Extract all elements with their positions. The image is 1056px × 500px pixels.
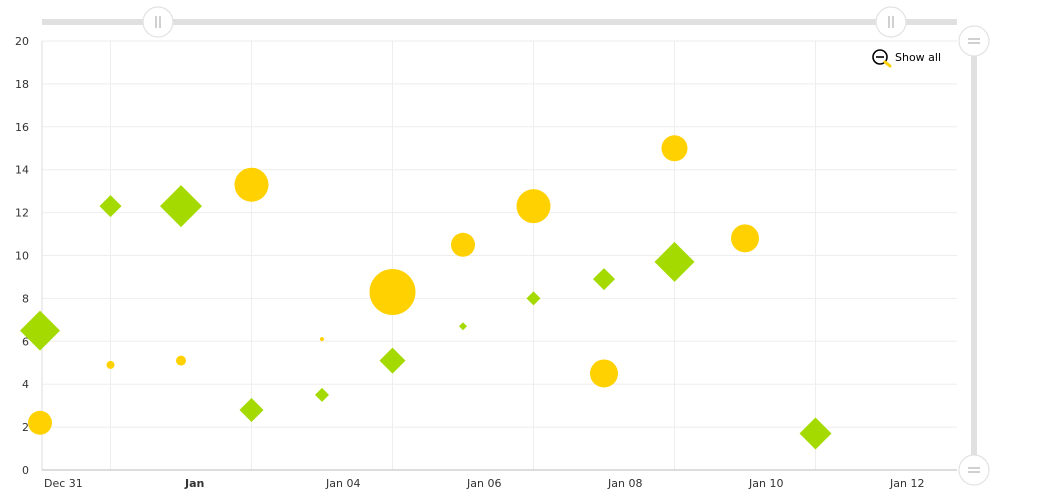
bubble-diamond[interactable] <box>654 241 695 282</box>
bubble-circle[interactable] <box>451 232 475 257</box>
x-tick-label: Jan 06 <box>466 477 501 490</box>
horizontal-scrollbar-left-grip[interactable] <box>142 6 174 38</box>
x-tick-label: Jan 08 <box>607 477 642 490</box>
y-tick-label: 6 <box>22 335 29 348</box>
bubble-diamond[interactable] <box>315 387 329 402</box>
bubble-circle[interactable] <box>590 359 618 388</box>
bubble-circle[interactable] <box>28 410 52 435</box>
y-tick-label: 16 <box>15 121 29 134</box>
bubble-diamond[interactable] <box>20 310 60 351</box>
bubble-circle[interactable] <box>106 360 115 369</box>
bubble-diamond[interactable] <box>593 268 615 291</box>
bubble-diamond[interactable] <box>99 195 122 218</box>
y-tick-label: 18 <box>15 78 29 91</box>
zoom-out-icon[interactable] <box>872 49 892 68</box>
bubble-circle[interactable] <box>661 135 688 162</box>
y-tick-label: 12 <box>15 207 29 220</box>
y-tick-label: 8 <box>22 292 29 305</box>
bubble-circle[interactable] <box>731 224 759 253</box>
bubble-circle[interactable] <box>176 355 186 366</box>
bubble-diamond[interactable] <box>160 185 202 228</box>
x-tick-label: Jan 04 <box>325 477 360 490</box>
show-all-button[interactable]: Show all <box>872 49 941 68</box>
bubble-circle[interactable] <box>516 189 551 224</box>
grip-handle[interactable] <box>958 454 990 486</box>
horizontal-scrollbar[interactable] <box>42 6 957 38</box>
bubble-diamond[interactable] <box>379 347 406 374</box>
vertical-scrollbar-bottom-grip[interactable] <box>958 454 990 486</box>
grid-lines <box>42 40 957 471</box>
y-tick-label: 14 <box>15 164 29 177</box>
y-tick-label: 20 <box>15 35 29 48</box>
data-marks[interactable] <box>20 135 832 450</box>
x-tick-label: Jan 12 <box>889 477 924 490</box>
bubble-circle[interactable] <box>234 167 269 202</box>
horizontal-scrollbar-thumb[interactable] <box>42 19 957 25</box>
bubble-circle[interactable] <box>320 337 324 342</box>
grip-handle[interactable] <box>875 6 907 38</box>
y-tick-label: 10 <box>15 250 29 263</box>
x-tick-label: Jan <box>184 477 204 490</box>
bubble-diamond[interactable] <box>459 322 467 331</box>
vertical-scrollbar-top-grip[interactable] <box>958 25 990 57</box>
show-all-label[interactable]: Show all <box>895 51 941 64</box>
grip-handle[interactable] <box>958 25 990 57</box>
vertical-scrollbar[interactable] <box>958 25 990 486</box>
axes: 0 2 4 6 8 10 12 14 16 18 20 Dec 31 Jan Jan 04 Jan 06 Ja… <box>15 35 957 490</box>
bubble-diamond[interactable] <box>526 291 541 306</box>
x-tick-label: Jan 10 <box>748 477 783 490</box>
horizontal-scrollbar-right-grip[interactable] <box>875 6 907 38</box>
y-tick-label: 2 <box>22 421 29 434</box>
y-tick-label: 4 <box>22 378 29 391</box>
vertical-scrollbar-thumb[interactable] <box>971 41 977 470</box>
bubble-diamond[interactable] <box>799 417 832 450</box>
y-tick-label: 0 <box>22 464 29 477</box>
bubble-circle[interactable] <box>369 268 416 315</box>
bubble-diamond[interactable] <box>239 397 264 422</box>
x-tick-label: Dec 31 <box>44 477 83 490</box>
grip-handle[interactable] <box>142 6 174 38</box>
